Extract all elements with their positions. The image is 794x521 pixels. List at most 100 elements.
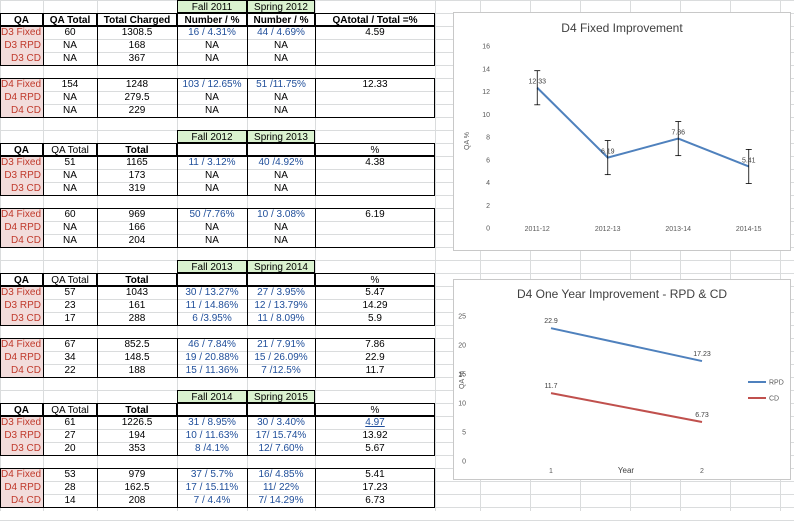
data-cell[interactable]: 11.7 xyxy=(365,365,385,376)
data-cell[interactable]: 46 / 7.84% xyxy=(188,339,236,350)
data-cell[interactable]: NA xyxy=(205,170,219,181)
row-label[interactable]: D3 RPD xyxy=(0,169,43,182)
data-cell[interactable]: 10 / 3.08% xyxy=(257,209,305,220)
row-label[interactable]: D4 Fixed xyxy=(0,208,43,221)
data-cell[interactable]: 7.86 xyxy=(365,339,385,350)
data-cell[interactable]: 67 xyxy=(64,339,76,350)
row-label[interactable]: D3 Fixed xyxy=(0,416,43,429)
column-header[interactable]: % xyxy=(315,143,435,156)
data-cell[interactable] xyxy=(315,182,435,195)
column-header[interactable]: QA xyxy=(0,143,43,156)
column-header[interactable]: % xyxy=(315,403,435,416)
data-cell[interactable]: 194 xyxy=(128,430,146,441)
data-cell[interactable]: 7 / 4.4% xyxy=(193,495,231,506)
data-cell[interactable]: 57 xyxy=(64,287,76,298)
column-header[interactable]: QA xyxy=(0,403,43,416)
column-header[interactable]: Total Charged xyxy=(97,13,177,26)
data-cell[interactable]: 319 xyxy=(128,183,146,194)
column-header[interactable]: QA Total xyxy=(43,13,97,26)
data-cell[interactable]: 161 xyxy=(128,300,146,311)
column-header[interactable] xyxy=(247,273,315,286)
column-header[interactable]: QA Total xyxy=(43,273,97,286)
row-label[interactable]: D3 CD xyxy=(0,442,43,455)
data-cell[interactable]: 8 /4.1% xyxy=(195,443,229,454)
data-cell[interactable]: 852.5 xyxy=(124,339,150,350)
data-cell[interactable]: 6.19 xyxy=(365,209,385,220)
data-cell[interactable]: NA xyxy=(63,105,77,116)
data-cell[interactable]: 27 xyxy=(64,430,76,441)
data-cell[interactable]: 22 xyxy=(64,365,76,376)
data-cell[interactable]: 1165 xyxy=(126,157,148,168)
data-cell[interactable] xyxy=(315,91,435,104)
column-header[interactable] xyxy=(247,403,315,416)
column-header[interactable]: QA Total xyxy=(43,143,97,156)
data-cell[interactable]: 14 xyxy=(64,495,76,506)
row-label[interactable]: D3 RPD xyxy=(0,299,43,312)
column-header[interactable]: Number / % xyxy=(177,13,247,26)
data-cell[interactable]: 17/ 15.74% xyxy=(255,430,307,441)
row-label[interactable]: D3 RPD xyxy=(0,39,43,52)
row-label[interactable]: D3 RPD xyxy=(0,429,43,442)
data-cell[interactable]: 12/ 7.60% xyxy=(258,443,304,454)
data-cell[interactable]: 17 / 15.11% xyxy=(185,482,239,493)
column-header[interactable] xyxy=(247,143,315,156)
data-cell[interactable]: 1308.5 xyxy=(121,27,153,38)
column-header[interactable]: Total xyxy=(97,143,177,156)
chart-d4-fixed-improvement[interactable]: D4 Fixed Improvement QA % 0 2 4 6 8 10 12 14 16 2… xyxy=(453,12,791,251)
data-cell[interactable]: 4.59 xyxy=(365,27,385,38)
row-label[interactable]: D4 RPD xyxy=(0,481,43,494)
data-cell[interactable] xyxy=(315,221,435,234)
data-cell[interactable]: NA xyxy=(274,40,288,51)
row-label[interactable]: D4 CD xyxy=(0,104,43,117)
data-cell[interactable]: 50 /7.76% xyxy=(189,209,235,220)
row-label[interactable]: D3 CD xyxy=(0,312,43,325)
data-cell[interactable]: 154 xyxy=(61,79,79,90)
data-cell[interactable]: 20 xyxy=(64,443,76,454)
data-cell[interactable]: 53 xyxy=(64,469,76,480)
data-cell[interactable]: 23 xyxy=(64,300,76,311)
data-cell[interactable]: 12.33 xyxy=(362,79,388,90)
data-cell[interactable]: 15 / 11.36% xyxy=(185,365,239,376)
data-cell[interactable]: 5.47 xyxy=(365,287,385,298)
data-cell[interactable]: NA xyxy=(205,40,219,51)
column-header[interactable]: QA Total xyxy=(43,403,97,416)
data-cell[interactable]: 60 xyxy=(64,27,76,38)
data-cell[interactable]: 11/ 22% xyxy=(263,482,299,493)
row-label[interactable]: D3 Fixed xyxy=(0,156,43,169)
data-cell[interactable]: 208 xyxy=(128,495,146,506)
data-cell[interactable]: 168 xyxy=(128,40,146,51)
data-cell[interactable]: 28 xyxy=(64,482,76,493)
data-cell[interactable]: 10 / 11.63% xyxy=(185,430,239,441)
data-cell[interactable]: 51 xyxy=(64,157,76,168)
data-cell[interactable]: 367 xyxy=(128,53,146,64)
row-label[interactable]: D4 RPD xyxy=(0,91,43,104)
row-label[interactable]: D3 CD xyxy=(0,182,43,195)
row-label[interactable]: D4 Fixed xyxy=(0,78,43,91)
data-cell[interactable]: NA xyxy=(274,222,288,233)
semester-header[interactable]: Spring 2015 xyxy=(247,390,315,403)
data-cell[interactable]: NA xyxy=(205,92,219,103)
data-cell[interactable]: 5.67 xyxy=(365,443,385,454)
column-header[interactable] xyxy=(177,143,247,156)
row-label[interactable]: D3 CD xyxy=(0,52,43,65)
data-cell[interactable]: NA xyxy=(205,105,219,116)
data-cell[interactable]: 16 / 4.31% xyxy=(188,27,236,38)
data-cell[interactable]: 19 / 20.88% xyxy=(185,352,239,363)
data-cell[interactable]: NA xyxy=(63,92,77,103)
data-cell[interactable]: 4.97 xyxy=(365,417,385,428)
data-cell[interactable]: 969 xyxy=(128,209,146,220)
data-cell[interactable]: 979 xyxy=(128,469,146,480)
data-cell[interactable]: 30 / 3.40% xyxy=(257,417,305,428)
data-cell[interactable]: NA xyxy=(205,222,219,233)
column-header[interactable]: QAtotal / Total =% xyxy=(315,13,435,26)
data-cell[interactable] xyxy=(315,169,435,182)
data-cell[interactable]: NA xyxy=(63,40,77,51)
data-cell[interactable]: 16/ 4.85% xyxy=(258,469,304,480)
column-header[interactable]: QA xyxy=(0,273,43,286)
data-cell[interactable]: 30 / 13.27% xyxy=(185,287,239,298)
data-cell[interactable]: 40 /4.92% xyxy=(258,157,304,168)
data-cell[interactable]: NA xyxy=(63,170,77,181)
semester-header[interactable]: Spring 2013 xyxy=(247,130,315,143)
data-cell[interactable]: 162.5 xyxy=(124,482,150,493)
data-cell[interactable]: 5.9 xyxy=(368,313,382,324)
